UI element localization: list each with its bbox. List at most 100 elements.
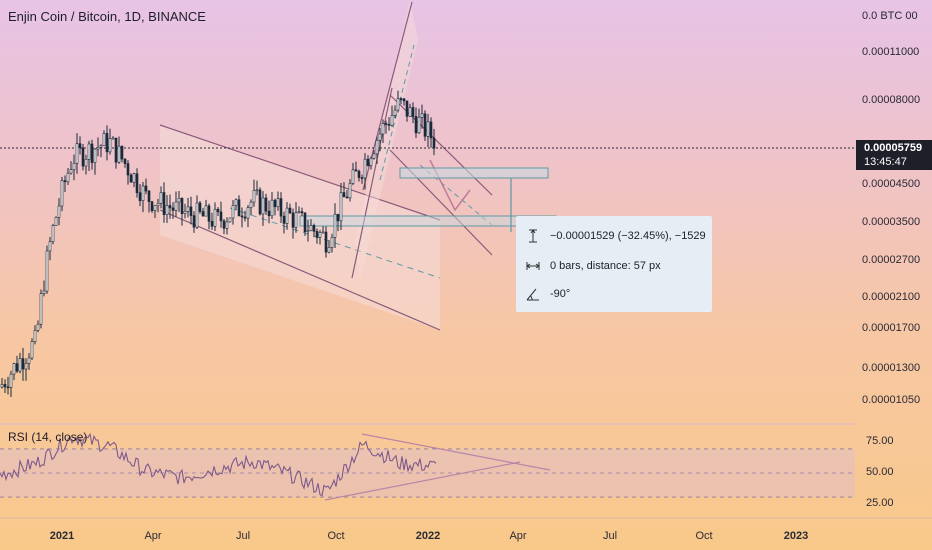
candle-body [381, 123, 385, 135]
time-label: Oct [327, 530, 345, 542]
candle-body [276, 198, 280, 208]
candle-body [84, 158, 88, 167]
candle-body [195, 202, 199, 228]
candle-body [156, 202, 160, 206]
candle-body [252, 190, 256, 203]
candle-body [66, 172, 70, 183]
candle-body [393, 109, 397, 116]
candle-body [0, 384, 4, 388]
candle-body [30, 341, 34, 359]
candle-body [288, 207, 292, 214]
candle-body [348, 183, 352, 199]
candle-body [216, 208, 220, 213]
candle-body [336, 213, 340, 222]
price-label: 0.00004500 [862, 178, 921, 190]
candle-body [372, 153, 376, 159]
candle-body [39, 293, 43, 325]
candle-body [153, 205, 157, 211]
price-range-icon [529, 229, 537, 243]
candle-body [303, 212, 307, 232]
descending-channel-fill [160, 125, 440, 330]
candle-body [144, 185, 148, 192]
rsi-level-label: 75.00 [866, 435, 894, 447]
candle-body [123, 158, 127, 164]
candle-body [99, 145, 103, 148]
candle-body [126, 163, 130, 176]
price-label: 0.00001300 [862, 362, 921, 374]
candle-body [117, 145, 121, 163]
price-label: 0.00001700 [862, 322, 921, 334]
candle-body [69, 169, 73, 174]
candle-body [246, 207, 250, 219]
current-price: 0.00005759 [864, 142, 923, 154]
rsi-level-label: 25.00 [866, 497, 894, 509]
price-label: 0.00011000 [862, 46, 920, 58]
candle-body [420, 113, 424, 118]
candle-body [219, 211, 223, 222]
candle-body [78, 143, 82, 149]
candle-body [357, 170, 361, 178]
candle-body [33, 330, 37, 342]
candle-body [222, 220, 226, 229]
candle-body [96, 147, 100, 150]
candle-body [285, 207, 289, 224]
candle-body [267, 210, 271, 217]
candle-body [18, 358, 22, 372]
candle-body [60, 180, 64, 207]
candle-body [162, 192, 166, 215]
candle-body [90, 143, 94, 163]
candle-body [147, 190, 151, 202]
candle-body [159, 192, 163, 204]
tooltip-angle-row: -90° [526, 286, 570, 302]
candle-body [231, 205, 235, 219]
price-label: 0.00003500 [862, 216, 921, 228]
rsi-triangle-lower [324, 461, 521, 501]
candle-body [342, 192, 346, 198]
rsi-line [0, 432, 437, 497]
candle-body [264, 197, 268, 212]
candle-body [120, 145, 124, 160]
candle-body [237, 199, 241, 217]
candle-body [351, 169, 355, 184]
rsi-triangle-upper [361, 433, 551, 471]
candle-body [261, 197, 265, 215]
measure-tooltip: −0.00001529 (−32.45%), −1529 0 bars, dis… [516, 216, 712, 312]
candle-body [114, 137, 118, 163]
candle-body [93, 148, 97, 163]
candle-body [354, 169, 358, 172]
candle-body [207, 205, 211, 222]
candle-body [177, 197, 181, 203]
candle-body [282, 215, 286, 224]
candle-body [408, 107, 412, 117]
current-price-badge: 0.00005759 13:45:47 [856, 140, 932, 170]
candle-body [330, 237, 334, 248]
candle-body [42, 290, 46, 294]
candle-body [270, 199, 274, 217]
candle-body [273, 199, 277, 208]
candle-body [63, 180, 67, 183]
candle-body [165, 205, 169, 215]
rising-channel-left [351, 87, 393, 279]
candle-body [300, 211, 304, 214]
candle-body [414, 116, 418, 134]
candle-body [105, 133, 109, 153]
candle-body [240, 215, 244, 218]
candle-body [321, 231, 325, 234]
candle-body [9, 373, 13, 388]
candle-body [48, 241, 52, 252]
time-label: Apr [144, 530, 162, 542]
candle-body [150, 201, 154, 211]
candle-body [51, 225, 55, 242]
candle-body [168, 205, 172, 209]
candle-body [417, 116, 421, 134]
rsi-band-fill [0, 449, 855, 497]
candle-body [132, 173, 136, 183]
candle-body [234, 199, 238, 206]
candle-body [72, 162, 76, 171]
candle-body [291, 212, 295, 228]
rsi-level-label: 50.00 [866, 466, 894, 478]
channel-upper-line [159, 124, 441, 221]
candle-body [315, 231, 319, 238]
price-label: 0.00002700 [862, 254, 921, 266]
